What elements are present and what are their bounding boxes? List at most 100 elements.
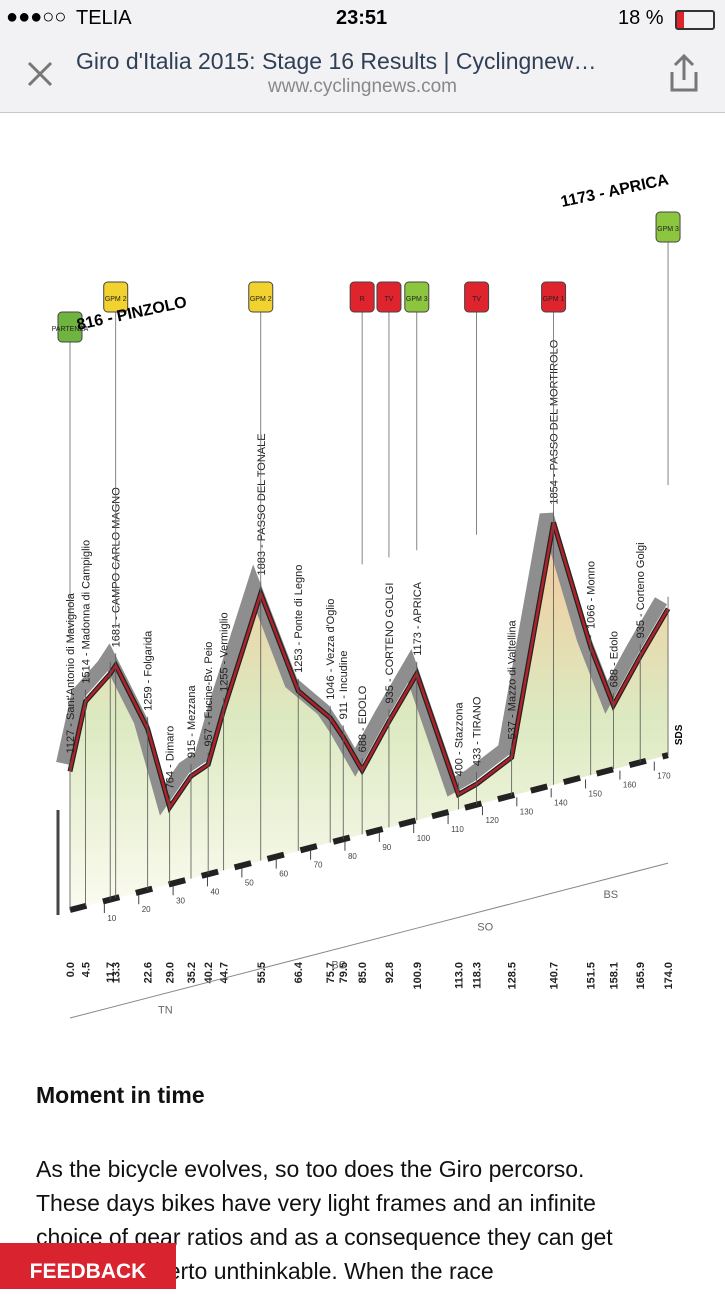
region-label: TN	[158, 1004, 173, 1016]
point-label: 688 - Edolo	[608, 631, 620, 687]
icon	[655, 211, 681, 243]
km-label: 40.2	[203, 962, 215, 983]
point-label: 915 - Mezzana	[186, 684, 198, 758]
icon-label: TV	[384, 296, 393, 303]
km-tick-label: 60	[279, 870, 288, 879]
point-label: 1173 - APRICA	[412, 581, 424, 655]
km-tick-label: 80	[348, 852, 357, 861]
km-label: 174.0	[663, 962, 675, 990]
km-label: 0.0	[65, 962, 77, 977]
region-bracket	[553, 862, 669, 894]
article: Moment in time As the bicycle evolves, s…	[36, 1078, 613, 1288]
signal: ●●●○○	[6, 6, 67, 28]
point-label: 688 - EDOLO	[357, 685, 369, 752]
icon-label: GPM 1	[543, 296, 565, 303]
point-label: 1066 - Monno	[586, 561, 598, 629]
clock: 23:51	[336, 7, 388, 29]
km-label: 85.0	[357, 962, 369, 983]
share-button[interactable]	[666, 54, 702, 94]
finish-label: 1173 - APRICA	[559, 171, 670, 211]
battery-icon	[675, 10, 715, 30]
km-label: 113.0	[453, 962, 465, 989]
point-label: 935 - Corteno Golgi	[635, 542, 647, 638]
article-line: As the bicycle evolves, so too does the …	[36, 1156, 585, 1182]
km-label: 140.7	[549, 962, 561, 990]
end-code: SDS	[674, 724, 685, 745]
icon	[248, 281, 274, 313]
page-url: www.cyclingnews.com	[268, 76, 457, 97]
km-tick-label: 100	[417, 834, 431, 843]
km-label: 55.5	[256, 962, 268, 983]
close-button[interactable]	[26, 60, 54, 88]
km-label: 118.3	[472, 962, 484, 989]
km-tick-label: 150	[589, 790, 603, 799]
km-label: 92.8	[384, 962, 396, 983]
region-label: SO	[477, 921, 493, 933]
km-label: 66.4	[293, 961, 305, 983]
point-label: 1255 - Vermiglio	[219, 612, 231, 692]
point-label: 433 - TIRANO	[472, 696, 484, 766]
km-label: 75.7	[325, 962, 337, 983]
battery: 18 %	[618, 7, 664, 29]
point-label: 537 - Mazzo di Valtellina	[507, 619, 519, 739]
page-title: Giro d'Italia 2015: Stage 16 Results | C…	[76, 48, 597, 74]
icon-label: GPM 3	[657, 226, 679, 233]
km-tick-label: 140	[554, 798, 568, 807]
browser-header: Giro d'Italia 2015: Stage 16 Results | C…	[0, 38, 725, 113]
icon-label: TV	[472, 296, 481, 303]
icon	[57, 311, 83, 343]
point-label: 400 - Stazzona	[453, 702, 465, 777]
point-label: 935 - CORTENO GOLGI	[384, 583, 396, 704]
km-label: 158.1	[608, 962, 620, 990]
status-bar: ●●●○○ TELIA 23:51 18 %	[0, 0, 725, 38]
point-label: 957 - Fucine-Bv. Peio	[203, 642, 215, 747]
icon-label: GPM 2	[250, 296, 272, 303]
feedback-button[interactable]: FEEDBACK	[0, 1243, 176, 1289]
km-label: 165.9	[635, 962, 647, 990]
profile-line-inner	[68, 522, 670, 811]
point-label: 1127 - Sant'Antonio di Mavignola	[65, 592, 77, 753]
icon	[103, 281, 129, 313]
point-label: 1253 - Ponte di Legno	[293, 565, 305, 673]
km-tick-label: 70	[314, 861, 323, 870]
region-bracket	[416, 892, 554, 929]
point-label: 1681 - CAMPO CARLO MAGNO	[111, 487, 123, 648]
point-label: 1854 - PASSO DEL MORTIROLO	[549, 339, 561, 504]
km-label: 44.7	[219, 962, 231, 983]
start-label: 816 - PINZOLO	[75, 294, 188, 334]
km-tick-label: 40	[210, 887, 219, 896]
km-tick-label: 160	[623, 781, 637, 790]
km-label: 35.2	[186, 962, 198, 983]
km-tick-label: 50	[245, 879, 254, 888]
km-label: 151.5	[586, 962, 598, 990]
article-line: These days bikes have very light frames …	[36, 1190, 596, 1216]
km-tick-label: 20	[142, 905, 151, 914]
km-label: 4.5	[80, 962, 92, 977]
region-bracket	[260, 927, 417, 970]
km-tick-label: 120	[485, 816, 499, 825]
point-label: 1259 - Folgarida	[143, 630, 155, 711]
km-label: 29.0	[165, 962, 177, 983]
km-label: 100.9	[412, 962, 424, 990]
km-tick-label: 90	[382, 843, 391, 852]
point-label: 764 - Dimaro	[165, 726, 177, 790]
stage-profile: 10 20 30 40 50 60 70 80 90 100 110 120 130 140 150 160 1…	[52, 171, 685, 1019]
icon	[541, 281, 567, 313]
icon-label: R	[360, 296, 365, 303]
km-tick-label: 130	[520, 807, 534, 816]
region-label: BS	[331, 959, 346, 971]
km-label: 79.5	[338, 962, 350, 983]
icon-label: GPM 3	[406, 296, 428, 303]
article-heading: Moment in time	[36, 1082, 205, 1108]
km-label: 22.6	[143, 962, 155, 983]
icon-label: GPM 2	[105, 296, 127, 303]
km-label: 11.7	[105, 962, 117, 983]
point-label: 1883 - PASSO DEL TONALE	[256, 433, 268, 575]
icon	[464, 281, 490, 313]
km-tick-label: 110	[451, 825, 464, 834]
profile-area	[70, 522, 669, 910]
km-label: 128.5	[507, 962, 519, 990]
icon	[404, 281, 430, 313]
region-label: BS	[603, 889, 618, 901]
